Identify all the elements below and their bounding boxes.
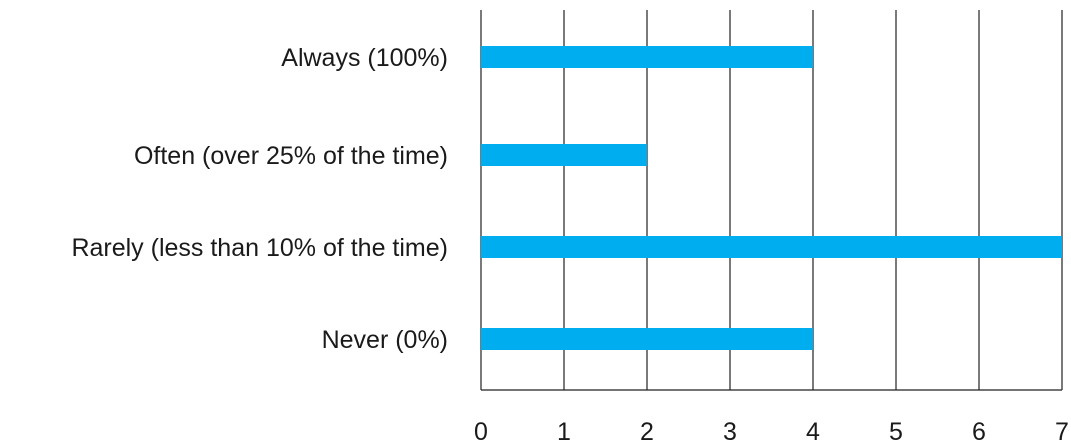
x-tick-label: 2: [640, 418, 654, 446]
category-label: Often (over 25% of the time): [134, 142, 448, 170]
x-tick-label: 3: [723, 418, 737, 446]
x-tick-label: 1: [557, 418, 571, 446]
bar-0: [481, 46, 813, 68]
bar-3: [481, 328, 813, 350]
x-tick-label: 0: [474, 418, 488, 446]
category-label: Always (100%): [281, 44, 448, 72]
category-label: Never (0%): [322, 326, 448, 354]
x-tick-label: 6: [972, 418, 986, 446]
bar-1: [481, 144, 647, 166]
bar-layer: [481, 46, 1062, 350]
x-tick-label: 4: [806, 418, 820, 446]
x-tick-label: 7: [1055, 418, 1069, 446]
grid-layer: [480, 10, 1063, 391]
bar-2: [481, 236, 1062, 258]
x-tick-label: 5: [889, 418, 903, 446]
category-labels: Always (100%) Often (over 25% of the time…: [71, 44, 448, 354]
category-label: Rarely (less than 10% of the time): [71, 234, 448, 262]
x-tick-labels: 0 1 2 3 4 5 6 7: [474, 418, 1069, 446]
